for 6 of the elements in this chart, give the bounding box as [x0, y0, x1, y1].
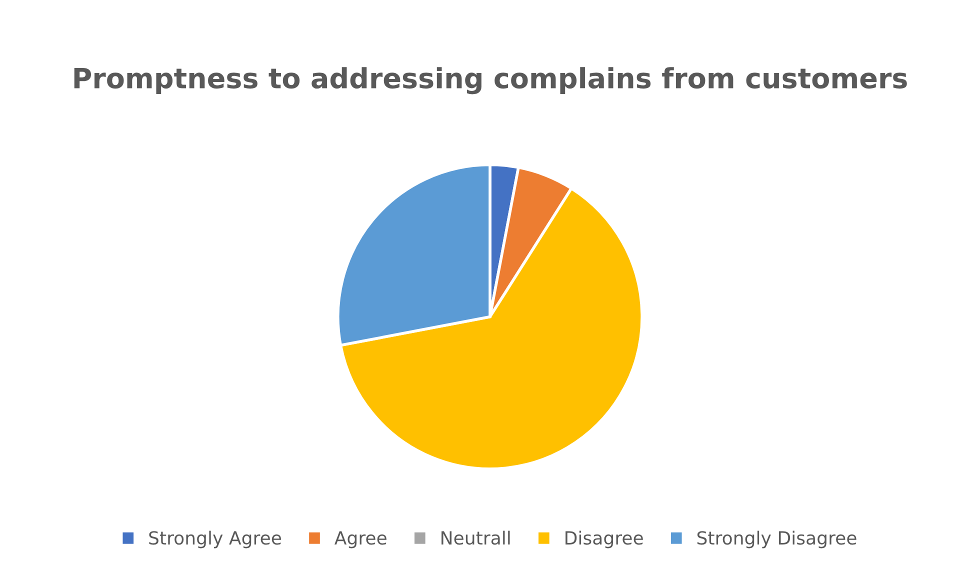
legend-label: Strongly Agree: [149, 530, 282, 548]
legend-label: Disagree: [566, 530, 643, 548]
legend-label: Agree: [334, 531, 386, 548]
legend-label: Neutrall: [442, 530, 510, 545]
legend-label: Strongly Disagree: [697, 530, 856, 548]
chart-title: Promptness to addressing complains from customers: [74, 67, 907, 94]
